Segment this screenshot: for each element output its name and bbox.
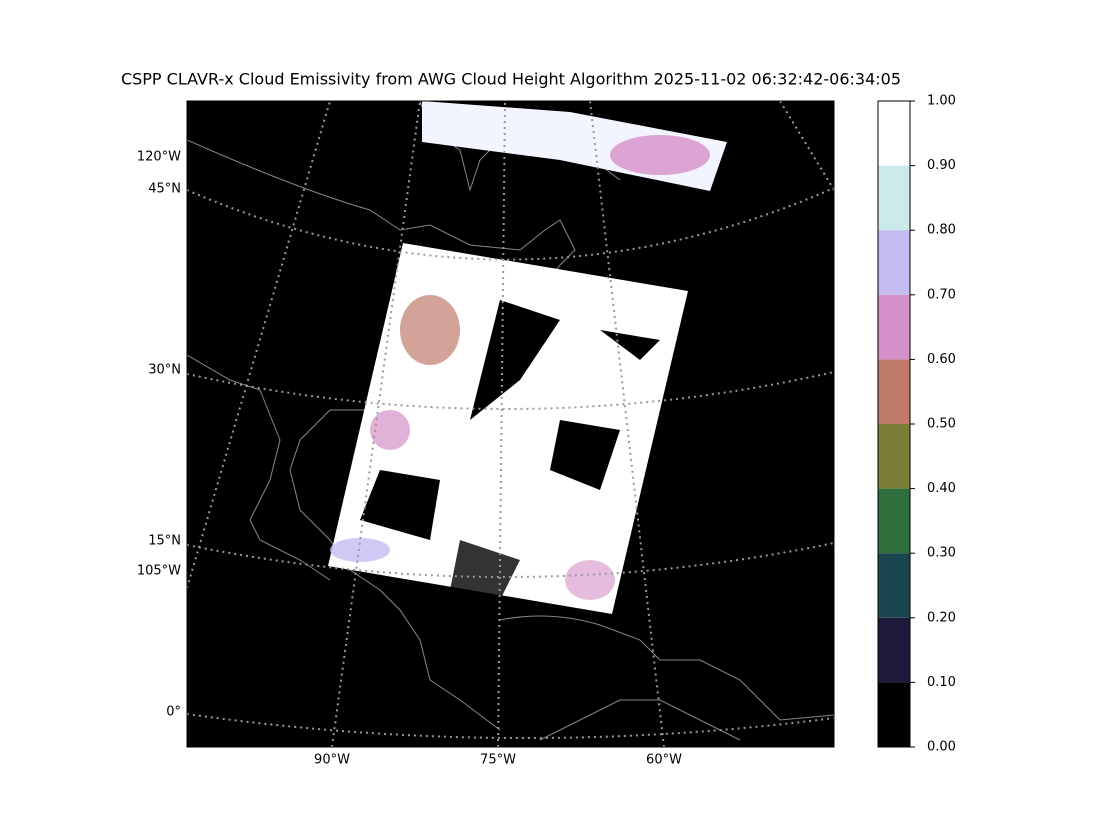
lon-label: 105°W — [137, 564, 181, 579]
lon-label: 60°W — [646, 753, 682, 768]
lat-label: 30°N — [148, 363, 181, 378]
colorbar-tick-label: 0.70 — [927, 287, 956, 302]
colorbar-bin — [878, 101, 910, 166]
lon-label: 90°W — [314, 753, 350, 768]
colorbar-bin — [878, 294, 910, 360]
colorbar-bin — [878, 488, 910, 554]
cloud-swaths — [328, 101, 727, 614]
lat-label: 0° — [166, 705, 181, 720]
map-frame — [186, 100, 835, 748]
colorbar-bin — [878, 424, 910, 489]
lon-label: 120°W — [137, 150, 181, 165]
colorbar-tick-label: 0.10 — [927, 675, 956, 690]
colorbar-tick-label: 1.00 — [927, 94, 956, 109]
map-content — [187, 101, 834, 747]
colorbar-tick-label: 0.90 — [927, 158, 956, 173]
lat-label: 45°N — [148, 182, 181, 197]
colorbar-tick-label: 0.50 — [927, 417, 956, 432]
colorbar-tick-label: 0.40 — [927, 481, 956, 496]
colorbar-bin — [878, 553, 910, 618]
lon-label: 75°W — [480, 753, 516, 768]
colorbar-bin — [878, 230, 910, 295]
title: CSPP CLAVR-x Cloud Emissivity from AWG C… — [121, 70, 901, 89]
colorbar-bin — [878, 682, 910, 747]
colorbar-bin — [878, 359, 910, 424]
colorbar-tick-label: 0.20 — [927, 610, 956, 625]
graticule — [187, 101, 834, 747]
lat-label: 15°N — [148, 534, 181, 549]
colorbar-tick-label: 0.80 — [927, 223, 956, 238]
colorbar-tick-label: 0.60 — [927, 352, 956, 367]
colorbar-bin — [878, 165, 910, 231]
colorbar-tick-label: 0.00 — [927, 740, 956, 755]
colorbar-tick-label: 0.30 — [927, 546, 956, 561]
colorbar-bin — [878, 617, 910, 683]
